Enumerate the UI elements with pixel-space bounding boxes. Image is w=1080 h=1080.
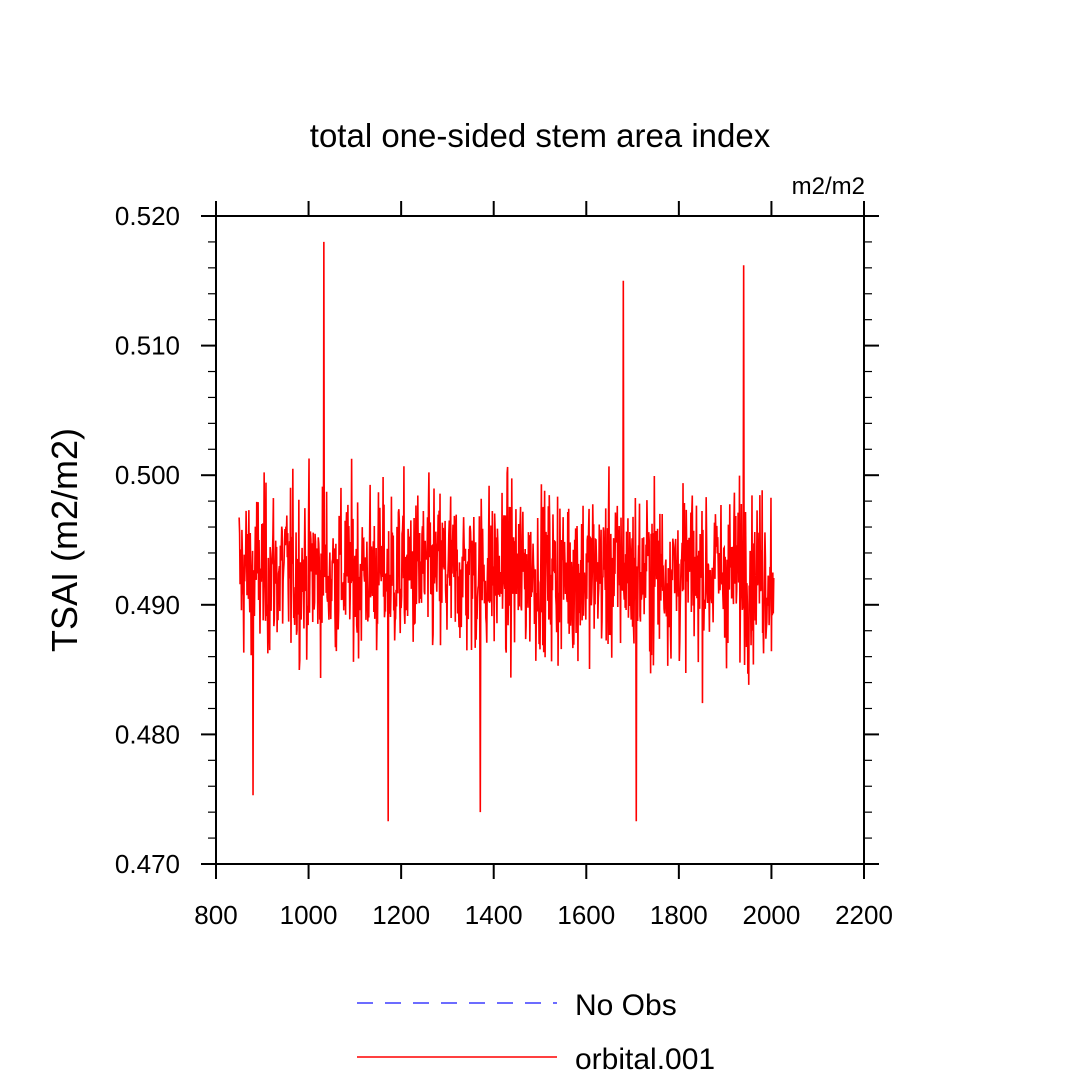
units-label: m2/m2 xyxy=(792,173,865,200)
y-tick-label: 0.470 xyxy=(115,849,180,879)
y-tick-label: 0.480 xyxy=(115,719,180,749)
y-tick-label: 0.490 xyxy=(115,590,180,620)
x-tick-label: 1000 xyxy=(280,900,338,930)
legend-label-orbital-001: orbital.001 xyxy=(575,1043,715,1076)
chart-title: total one-sided stem area index xyxy=(310,117,771,154)
series-line-orbital-001 xyxy=(238,241,775,822)
x-tick-label: 1200 xyxy=(372,900,430,930)
x-tick-label: 1800 xyxy=(650,900,708,930)
x-tick-label: 2000 xyxy=(743,900,801,930)
plot-area xyxy=(238,241,775,822)
plot-frame xyxy=(215,215,865,865)
y-axis-label: TSAI (m2/m2) xyxy=(44,428,85,652)
x-tick-label: 1400 xyxy=(465,900,523,930)
y-tick-label: 0.510 xyxy=(115,331,180,361)
legend: No Obs orbital.001 xyxy=(357,989,715,1076)
axes xyxy=(201,201,879,879)
x-tick-label: 2200 xyxy=(835,900,893,930)
y-tick-label: 0.500 xyxy=(115,460,180,490)
tick-labels: 800 1000 1200 1400 1600 1800 2000 2200 0.470 0.48… xyxy=(115,201,893,930)
legend-label-no-obs: No Obs xyxy=(575,989,677,1022)
x-tick-label: 1600 xyxy=(557,900,615,930)
y-tick-label: 0.520 xyxy=(115,201,180,231)
x-tick-label: 800 xyxy=(194,900,237,930)
